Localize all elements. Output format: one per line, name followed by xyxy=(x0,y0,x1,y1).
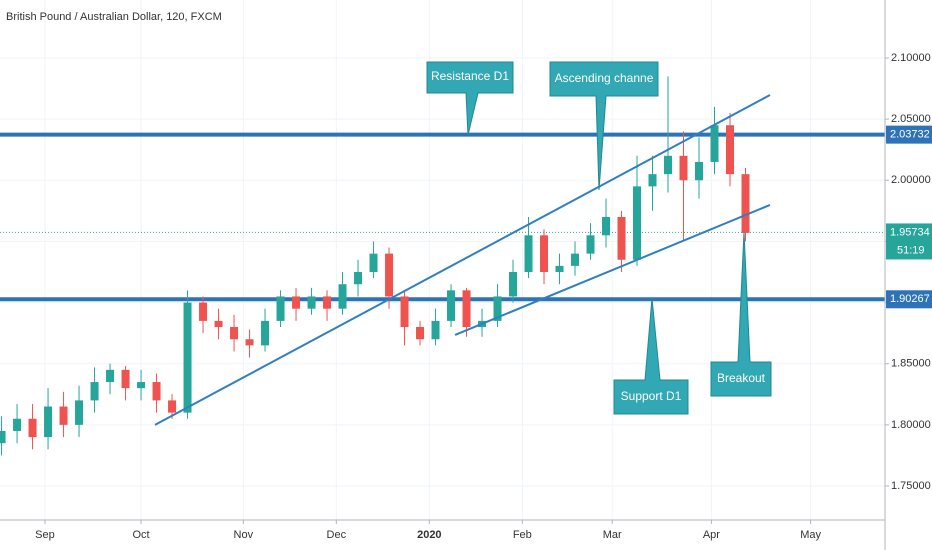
candle-body xyxy=(307,296,316,309)
candle-body xyxy=(741,174,750,233)
last-price-label: 1.95734 xyxy=(890,226,930,238)
x-tick-label: Apr xyxy=(703,529,720,541)
candle-body xyxy=(540,235,549,272)
callout: Support D1 xyxy=(613,297,689,415)
candle-body xyxy=(726,125,735,175)
price-badge xyxy=(886,290,932,309)
callout-shape xyxy=(549,61,659,191)
candle-body xyxy=(28,418,37,438)
x-tick-label: 2020 xyxy=(417,529,441,541)
x-tick-label: May xyxy=(800,529,821,541)
y-tick-label: 2.10000 xyxy=(891,52,931,64)
callout-text: Breakout xyxy=(717,371,766,385)
candle-body xyxy=(276,296,285,321)
y-tick-label: 1.85000 xyxy=(891,358,931,370)
candle-body xyxy=(509,271,518,297)
candle-body xyxy=(199,302,208,321)
levels xyxy=(0,132,885,302)
callout-text: Resistance D1 xyxy=(431,69,509,83)
candle-body xyxy=(555,265,564,272)
candle-body xyxy=(400,296,409,328)
x-tick-label: Dec xyxy=(327,529,347,541)
candle-body xyxy=(617,216,626,260)
callout-shape xyxy=(426,61,514,136)
candle-body xyxy=(323,296,332,309)
chart-title: British Pound / Australian Dollar, 120, … xyxy=(6,11,222,23)
candle-body xyxy=(462,290,471,328)
candle-body xyxy=(106,369,115,383)
axis-labels: 1.750001.800001.850001.900001.950002.000… xyxy=(35,52,932,541)
x-tick-label: Nov xyxy=(234,529,254,541)
callout: Ascending channe xyxy=(549,61,659,191)
candle-body xyxy=(121,369,130,389)
callout: Breakout xyxy=(710,231,772,397)
candle-body xyxy=(13,418,22,431)
candle-body xyxy=(369,253,378,272)
candle-body xyxy=(90,382,99,401)
grid xyxy=(0,0,885,520)
candle-body xyxy=(152,382,161,401)
x-tick-label: Mar xyxy=(603,529,622,541)
candle-body xyxy=(586,235,595,254)
candle-body xyxy=(245,339,254,346)
y-tick-label: 2.00000 xyxy=(891,174,931,186)
candle-body xyxy=(59,406,68,425)
y-tick-label: 1.80000 xyxy=(891,419,931,431)
candle-body xyxy=(168,400,177,413)
callout: Resistance D1 xyxy=(426,61,514,136)
price-badge-label: 1.90267 xyxy=(890,293,930,305)
candle-body xyxy=(493,296,502,321)
trendline xyxy=(154,94,771,426)
callout-shape xyxy=(613,297,689,415)
y-tick-label: 1.75000 xyxy=(891,480,931,492)
candle-body xyxy=(679,155,688,181)
candle-body xyxy=(571,253,580,266)
callout-shape xyxy=(710,231,772,397)
candle-body xyxy=(338,284,347,309)
candles xyxy=(0,76,750,456)
candle-body xyxy=(292,296,301,309)
x-tick-label: Oct xyxy=(132,529,149,541)
last-price-badge xyxy=(886,223,932,260)
candle-body xyxy=(648,174,657,187)
candle-body xyxy=(431,320,440,340)
trendlines xyxy=(154,94,771,426)
candle-body xyxy=(137,382,146,389)
candle-body xyxy=(416,327,425,340)
candle-body xyxy=(695,161,704,181)
x-tick-label: Feb xyxy=(513,529,532,541)
candle-body xyxy=(385,253,394,297)
candle-body xyxy=(183,302,192,413)
candle-body xyxy=(633,186,642,260)
candle-body xyxy=(261,320,270,346)
countdown: 51:19 xyxy=(897,244,925,256)
candle-body xyxy=(664,155,673,175)
candle-body xyxy=(0,430,6,444)
y-tick-label: 2.05000 xyxy=(891,113,931,125)
candle-body xyxy=(44,406,53,438)
price-badge xyxy=(886,125,932,144)
candle-body xyxy=(230,327,239,340)
candle-body xyxy=(602,216,611,236)
x-tick-label: Sep xyxy=(35,529,55,541)
trendline xyxy=(454,204,771,336)
price-badge-label: 2.03732 xyxy=(890,129,930,141)
callout-text: Ascending channe xyxy=(555,71,654,85)
callout-text: Support D1 xyxy=(621,389,682,403)
candle-body xyxy=(354,271,363,285)
candle-body xyxy=(214,320,223,328)
candle-body xyxy=(75,400,84,425)
candle-body xyxy=(710,125,719,162)
candle-body xyxy=(447,290,456,321)
candle-body xyxy=(524,235,533,272)
